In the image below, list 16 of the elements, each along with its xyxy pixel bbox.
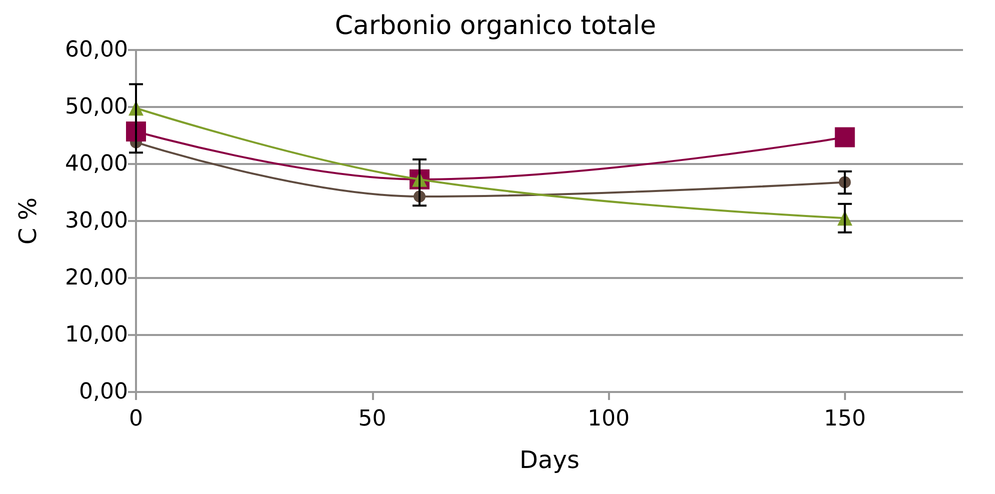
y-tick-label: 30,00 xyxy=(65,208,128,234)
x-tick-label: 0 xyxy=(129,406,143,432)
x-tick-label: 100 xyxy=(588,406,630,432)
y-tick-label: 50,00 xyxy=(65,94,128,120)
point xyxy=(834,127,855,148)
y-axis-title: C % xyxy=(14,197,42,245)
y-tick-label: 0,00 xyxy=(79,380,128,404)
y-tick-label: 20,00 xyxy=(65,266,128,290)
y-tick-label: 60,00 xyxy=(65,38,128,62)
y-tick-label: 10,00 xyxy=(65,322,128,348)
chart-title: Carbonio organico totale xyxy=(334,11,656,41)
point xyxy=(126,122,146,142)
x-tick-label: 150 xyxy=(824,406,866,432)
y-tick-label: 40,00 xyxy=(65,152,128,176)
x-tick-label: 50 xyxy=(358,406,386,432)
x-axis-title: Days xyxy=(520,446,580,474)
